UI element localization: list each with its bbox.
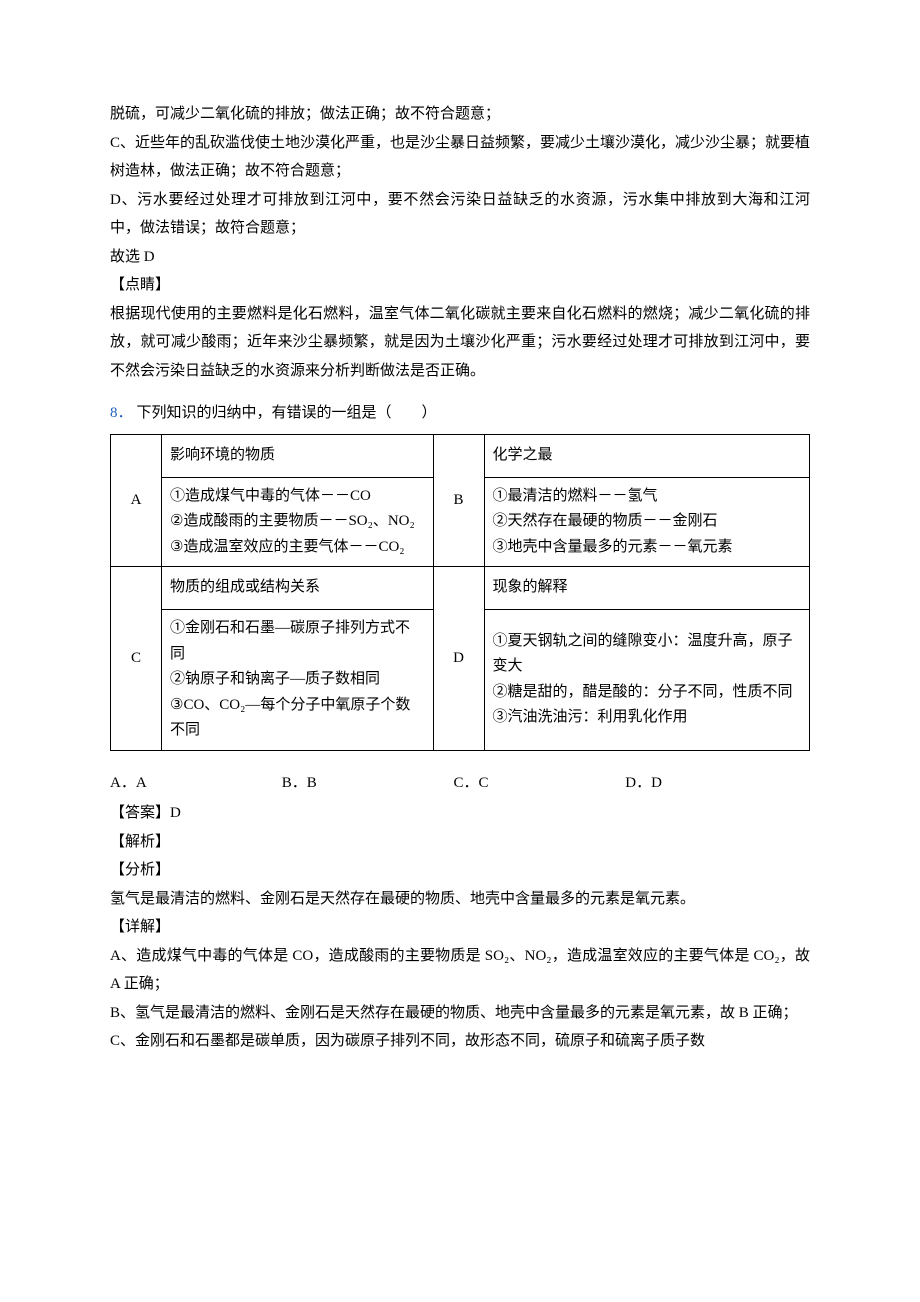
choice-c: C．C — [454, 769, 622, 798]
cell-a-body: ①造成煤气中毒的气体－－CO ②造成酸雨的主要物质－－SO₂、NO₂ ③造成温室… — [162, 477, 434, 567]
prev-conclusion: 故选 D — [110, 243, 810, 272]
cell-b-key: B — [433, 434, 484, 567]
cell-d-body: ①夏天钢轨之间的缝隙变小：温度升高，原子变大 ②糖是甜的，醋是酸的：分子不同，性… — [484, 610, 810, 751]
cell-a-key: A — [111, 434, 162, 567]
cell-c-header: 物质的组成或结构关系 — [162, 567, 434, 610]
cell-c-key: C — [111, 567, 162, 751]
choice-d: D．D — [625, 769, 793, 798]
cell-d-key: D — [433, 567, 484, 751]
choice-b: B．B — [282, 769, 450, 798]
cell-b-body: ①最清洁的燃料－－氢气 ②天然存在最硬的物质－－金刚石 ③地壳中含量最多的元素－… — [484, 477, 810, 567]
analysis-text: 氢气是最清洁的燃料、金刚石是天然存在最硬的物质、地壳中含量最多的元素是氧元素。 — [110, 885, 810, 914]
detail-b: B、氢气是最清洁的燃料、金刚石是天然存在最硬的物质、地壳中含量最多的元素是氧元素… — [110, 999, 810, 1028]
detail-label: 【详解】 — [110, 913, 810, 942]
cell-c-body: ①金刚石和石墨—碳原子排列方式不同 ②钠原子和钠离子—质子数相同 ③CO、CO₂… — [162, 610, 434, 751]
question-stem: 8．下列知识的归纳中，有错误的一组是（ ） — [110, 399, 810, 428]
prev-explain-c: C、近些年的乱砍滥伐使土地沙漠化严重，也是沙尘暴日益频繁，要减少土壤沙漠化，减少… — [110, 129, 810, 186]
detail-c: C、金刚石和石墨都是碳单质，因为碳原子排列不同，故形态不同，硫原子和硫离子质子数 — [110, 1027, 810, 1056]
explain-label: 【解析】 — [110, 828, 810, 857]
question-text: 下列知识的归纳中，有错误的一组是（ ） — [137, 405, 437, 421]
prev-explain-d: D、污水要经过处理才可排放到江河中，要不然会污染日益缺乏的水资源，污水集中排放到… — [110, 186, 810, 243]
analysis-label: 【分析】 — [110, 856, 810, 885]
options-table: A 影响环境的物质 B 化学之最 ①造成煤气中毒的气体－－CO ②造成酸雨的主要… — [110, 434, 810, 751]
answer-label: 【答案】D — [110, 799, 810, 828]
choice-a: A．A — [110, 769, 278, 798]
cell-d-header: 现象的解释 — [484, 567, 810, 610]
question-number: 8． — [110, 405, 133, 421]
cell-b-header: 化学之最 — [484, 434, 810, 477]
answer-choices: A．A B．B C．C D．D — [110, 769, 810, 798]
cell-a-header: 影响环境的物质 — [162, 434, 434, 477]
tip-label: 【点睛】 — [110, 271, 810, 300]
tip-body: 根据现代使用的主要燃料是化石燃料，温室气体二氧化碳就主要来自化石燃料的燃烧；减少… — [110, 300, 810, 386]
prev-explain-b: 脱硫，可减少二氧化硫的排放；做法正确；故不符合题意； — [110, 100, 810, 129]
detail-a: A、造成煤气中毒的气体是 CO，造成酸雨的主要物质是 SO₂、NO₂，造成温室效… — [110, 942, 810, 999]
